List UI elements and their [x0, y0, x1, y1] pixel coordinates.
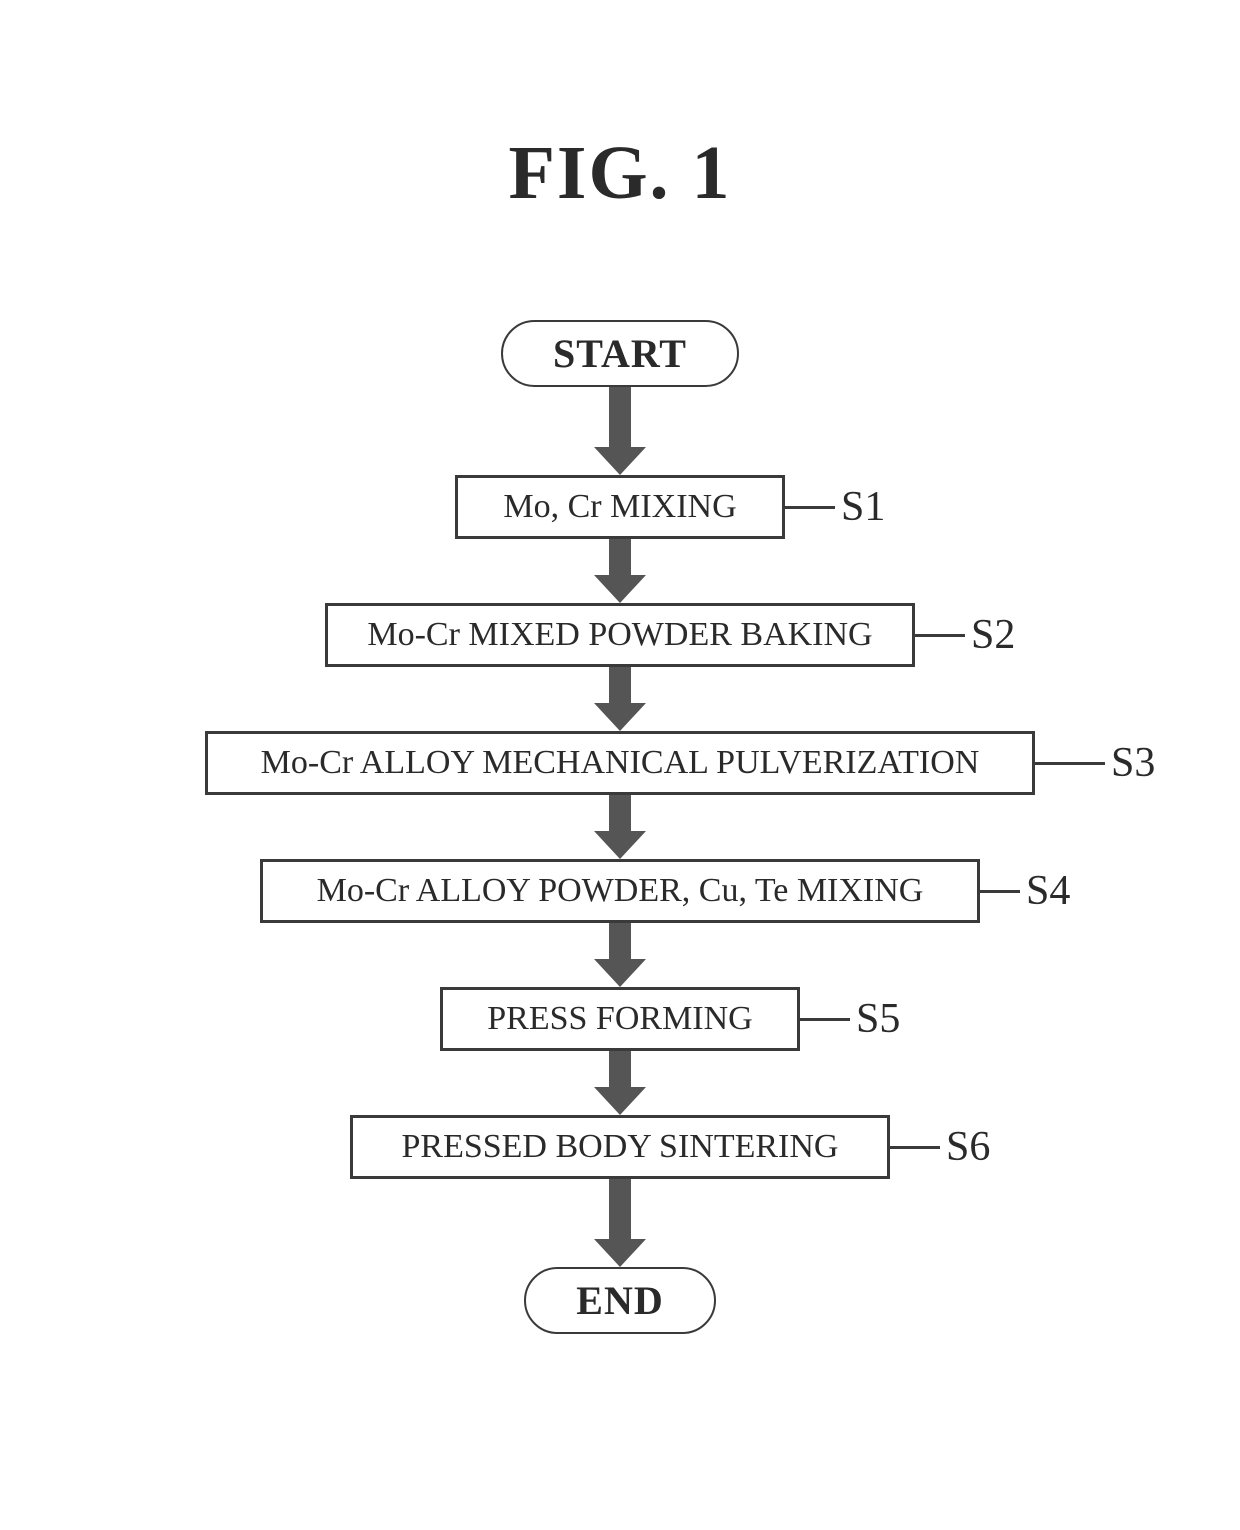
arrow-shaft — [609, 1051, 631, 1087]
leader-line — [800, 1018, 850, 1021]
arrow-shaft — [609, 923, 631, 959]
flow-row-end: END — [0, 1267, 1240, 1334]
arrow-head-icon — [594, 959, 646, 987]
terminator-end: END — [524, 1267, 715, 1334]
flow-row-s1: Mo, Cr MIXING S1 — [0, 475, 1240, 539]
step-leader-s4: S4 — [980, 867, 1070, 915]
arrow-head-icon — [594, 1087, 646, 1115]
step-label-s3: S3 — [1111, 739, 1155, 787]
flow-row-s4: Mo-Cr ALLOY POWDER, Cu, Te MIXING S4 — [0, 859, 1240, 923]
arrow-head-icon — [594, 575, 646, 603]
step-box-s2: Mo-Cr MIXED POWDER BAKING — [325, 603, 915, 667]
step-leader-s5: S5 — [800, 995, 900, 1043]
arrow-head-icon — [594, 831, 646, 859]
step-box-s5: PRESS FORMING — [440, 987, 800, 1051]
step-box-s6: PRESSED BODY SINTERING — [350, 1115, 890, 1179]
flowchart: START Mo, Cr MIXING S1 Mo-Cr MIXED POWDE… — [0, 320, 1240, 1334]
leader-line — [890, 1146, 940, 1149]
step-label-s5: S5 — [856, 995, 900, 1043]
arrow-shaft — [609, 795, 631, 831]
step-label-s4: S4 — [1026, 867, 1070, 915]
step-label-s1: S1 — [841, 483, 885, 531]
terminator-start: START — [501, 320, 739, 387]
flow-row-s2: Mo-Cr MIXED POWDER BAKING S2 — [0, 603, 1240, 667]
step-leader-s2: S2 — [915, 611, 1015, 659]
leader-line — [980, 890, 1020, 893]
arrow-head-icon — [594, 703, 646, 731]
flow-row-start: START — [0, 320, 1240, 387]
arrow-icon — [603, 795, 637, 859]
figure-title: FIG. 1 — [508, 130, 731, 217]
flow-row-s6: PRESSED BODY SINTERING S6 — [0, 1115, 1240, 1179]
step-leader-s1: S1 — [785, 483, 885, 531]
step-box-s4: Mo-Cr ALLOY POWDER, Cu, Te MIXING — [260, 859, 980, 923]
leader-line — [785, 506, 835, 509]
arrow-icon — [603, 1051, 637, 1115]
arrow-icon — [603, 387, 637, 475]
flow-row-s5: PRESS FORMING S5 — [0, 987, 1240, 1051]
arrow-icon — [603, 539, 637, 603]
arrow-shaft — [609, 667, 631, 703]
flow-row-s3: Mo-Cr ALLOY MECHANICAL PULVERIZATION S3 — [0, 731, 1240, 795]
arrow-icon — [603, 1179, 637, 1267]
step-label-s2: S2 — [971, 611, 1015, 659]
arrow-shaft — [609, 539, 631, 575]
leader-line — [1035, 762, 1105, 765]
step-leader-s3: S3 — [1035, 739, 1155, 787]
arrow-head-icon — [594, 1239, 646, 1267]
arrow-icon — [603, 667, 637, 731]
leader-line — [915, 634, 965, 637]
arrow-shaft — [609, 1179, 631, 1239]
step-label-s6: S6 — [946, 1123, 990, 1171]
step-box-s3: Mo-Cr ALLOY MECHANICAL PULVERIZATION — [205, 731, 1035, 795]
step-leader-s6: S6 — [890, 1123, 990, 1171]
arrow-shaft — [609, 387, 631, 447]
arrow-icon — [603, 923, 637, 987]
arrow-head-icon — [594, 447, 646, 475]
step-box-s1: Mo, Cr MIXING — [455, 475, 785, 539]
